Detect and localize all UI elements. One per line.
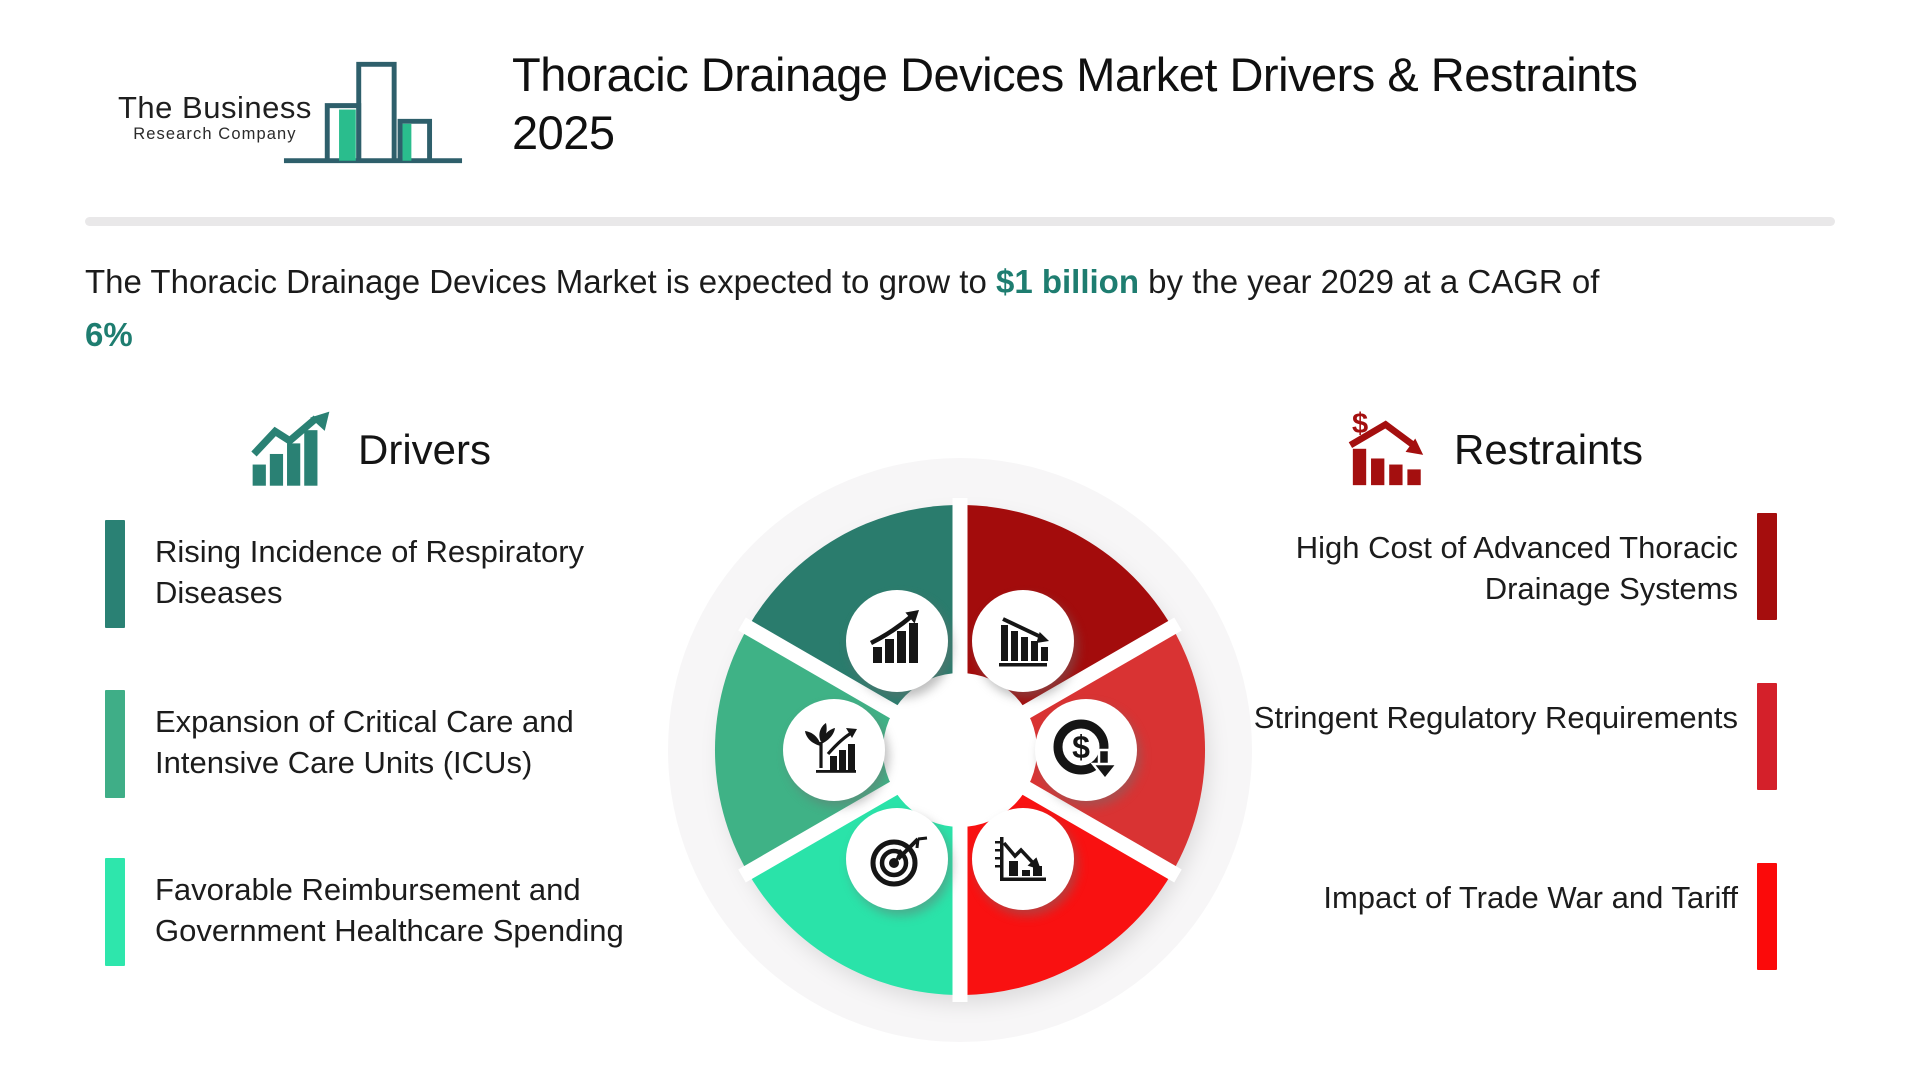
target-dart-icon — [846, 808, 948, 910]
restraint-item: Stringent Regulatory Requirements — [1253, 700, 1738, 735]
rising-bars-arrow-icon — [251, 411, 330, 486]
restraints-section-header: $ Restraints — [1348, 408, 1643, 492]
restraints-section-label: Restraints — [1454, 426, 1644, 473]
declining-bars-icon — [972, 590, 1074, 692]
declining-bars-dollar-arrow-icon: $ — [1348, 411, 1424, 486]
drivers-section-header: Drivers — [250, 408, 491, 492]
svg-text:$: $ — [1072, 729, 1090, 765]
page-title-line1: Thoracic Drainage Devices Market Drivers… — [512, 48, 1638, 101]
company-logo: The Business Research Company — [118, 92, 312, 143]
drivers-restraints-wheel: $ — [668, 458, 1252, 1042]
summary-text-before: The Thoracic Drainage Devices Market is … — [85, 263, 996, 300]
wheel-center-circle — [883, 673, 1037, 827]
driver-item: Favorable Reimbursement and Government H… — [155, 872, 624, 948]
page-title: Thoracic Drainage Devices Market Drivers… — [512, 46, 1912, 162]
logo-name: The Business — [118, 90, 312, 125]
svg-text:$: $ — [1352, 411, 1368, 440]
plant-growth-icon — [783, 699, 885, 801]
divider-rule — [85, 217, 1835, 226]
market-value-highlight: $1 billion — [995, 263, 1139, 300]
dollar-decrease-icon: $ — [1035, 699, 1137, 801]
market-summary-text: The Thoracic Drainage Devices Market is … — [85, 255, 1845, 361]
restraint-bar — [1757, 513, 1777, 620]
summary-text-after: by the year 2029 at a CAGR of — [1139, 263, 1600, 300]
bar-chart-logo-icon — [283, 61, 463, 164]
cagr-highlight: 6% — [85, 316, 133, 353]
page-title-line2: 2025 — [512, 106, 615, 159]
drivers-section-label: Drivers — [358, 426, 491, 473]
driver-bar — [105, 690, 125, 798]
restraint-bar — [1757, 683, 1777, 790]
growth-chart-icon — [846, 590, 948, 692]
declining-line-chart-icon — [972, 808, 1074, 910]
driver-bar — [105, 520, 125, 628]
restraint-item: Impact of Trade War and Tariff — [1323, 880, 1738, 915]
driver-item: Expansion of Critical Care and Intensive… — [155, 704, 574, 780]
logo-subname: Research Company — [133, 125, 297, 143]
driver-item: Rising Incidence of Respiratory Diseases — [155, 534, 585, 610]
driver-bar — [105, 858, 125, 966]
restraint-bar — [1757, 863, 1777, 970]
restraint-item: High Cost of Advanced Thoracic Drainage … — [1295, 530, 1738, 606]
